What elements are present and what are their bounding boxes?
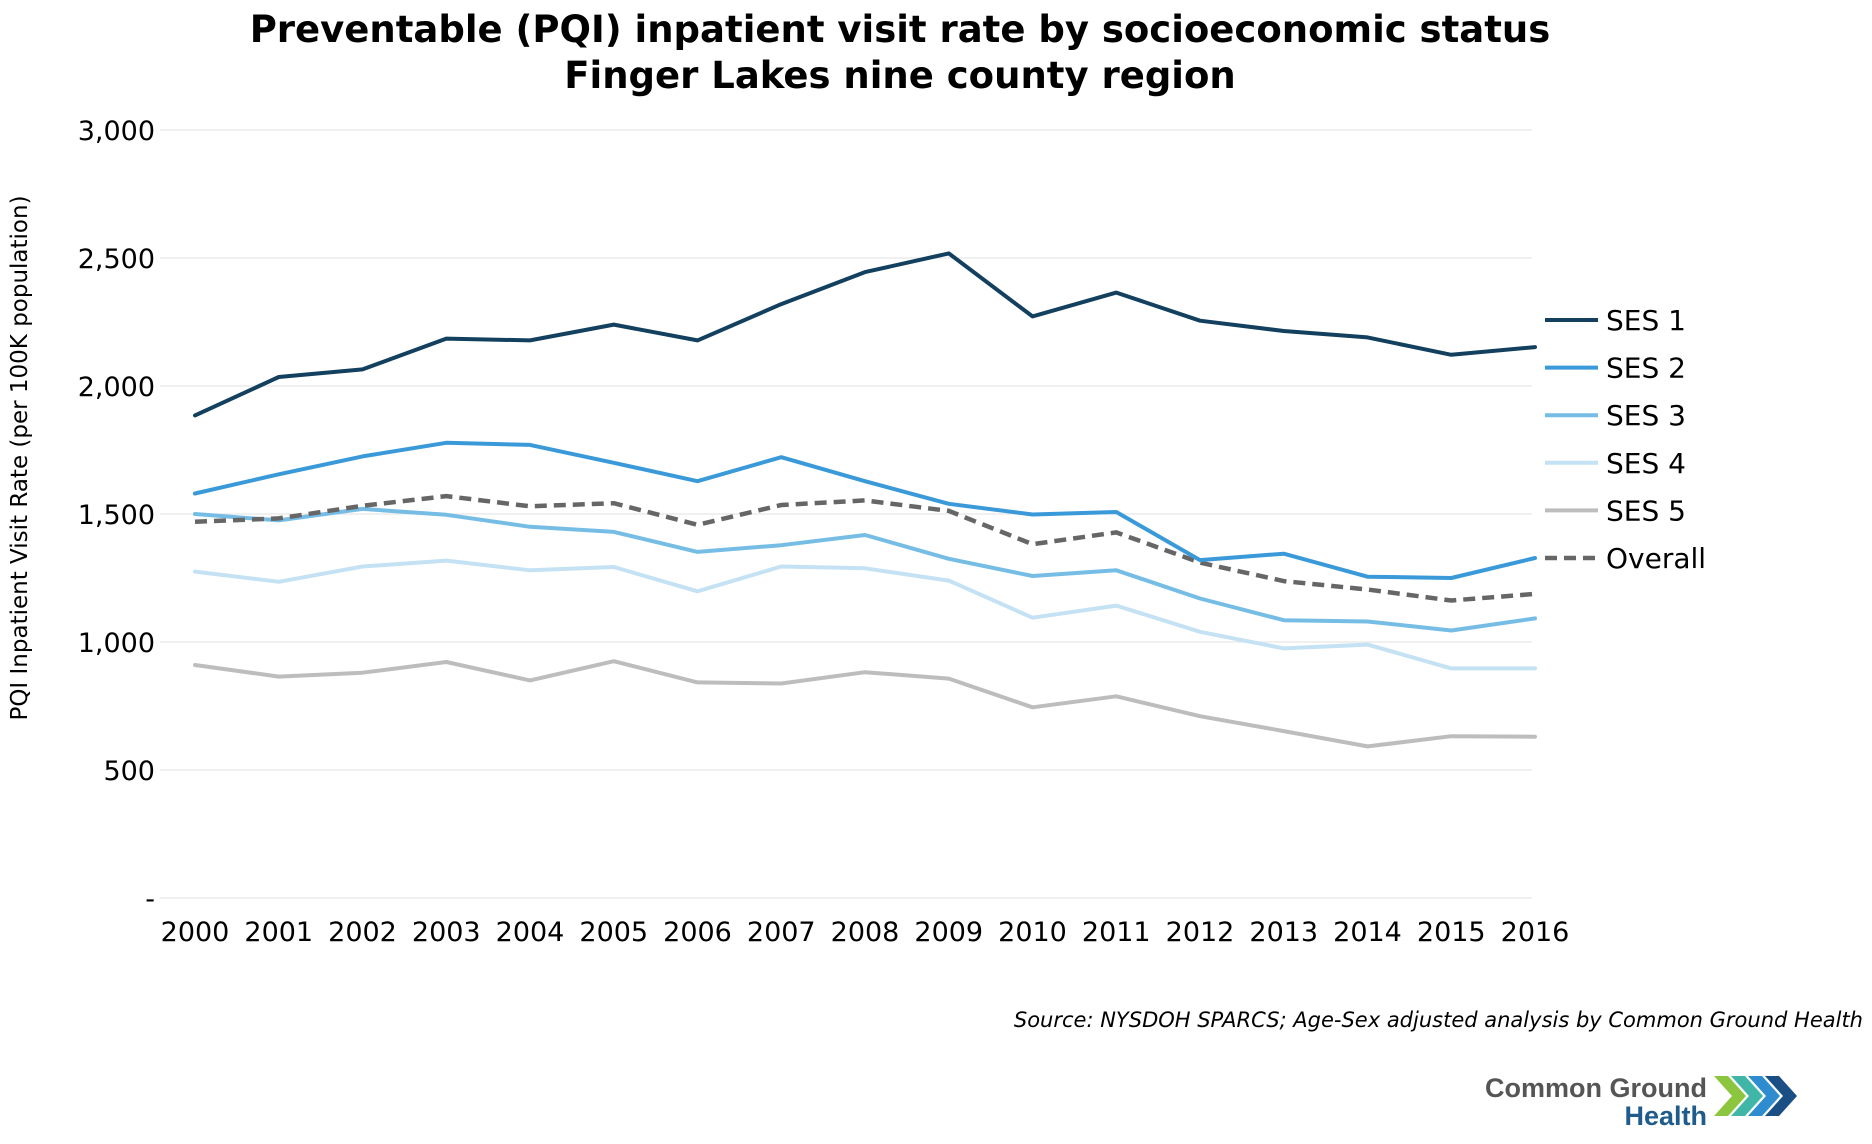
x-tick-label: 2011 bbox=[1082, 917, 1151, 948]
x-tick-label: 2010 bbox=[998, 917, 1067, 948]
chart-title: Preventable (PQI) inpatient visit rate b… bbox=[250, 8, 1551, 51]
x-tick-label: 2012 bbox=[1166, 917, 1235, 948]
x-tick-label: 2002 bbox=[328, 917, 397, 948]
y-tick-label: 2,500 bbox=[78, 244, 155, 275]
x-tick-label: 2004 bbox=[496, 917, 565, 948]
logo-text-line1: Common Ground bbox=[1485, 1073, 1707, 1103]
y-tick-label: 3,000 bbox=[78, 116, 155, 147]
x-tick-label: 2013 bbox=[1249, 917, 1318, 948]
y-tick-label: 2,000 bbox=[78, 372, 155, 403]
logo-chevron bbox=[1731, 1076, 1763, 1116]
legend: SES 1 SES 2 SES 3 SES 4 SES 5 Overall bbox=[1545, 304, 1706, 575]
series-lines bbox=[193, 251, 1537, 749]
logo-chevrons-icon bbox=[1714, 1076, 1797, 1116]
series-line-ses-2 bbox=[193, 440, 1537, 580]
x-tick-label: 2000 bbox=[161, 917, 230, 948]
series-line-ses-4 bbox=[193, 558, 1537, 671]
logo-chevron bbox=[1748, 1076, 1780, 1116]
x-tick-label: 2007 bbox=[747, 917, 816, 948]
x-tick-label: 2008 bbox=[831, 917, 900, 948]
y-axis-label: PQI Inpatient Visit Rate (per 100K popul… bbox=[7, 195, 33, 720]
common-ground-logo: Common Ground Health bbox=[1485, 1073, 1797, 1131]
logo-chevron bbox=[1714, 1076, 1746, 1116]
x-tick-label: 2006 bbox=[663, 917, 732, 948]
x-tick-label: 2009 bbox=[914, 917, 983, 948]
x-tick-label: 2005 bbox=[579, 917, 648, 948]
chart-subtitle: Finger Lakes nine county region bbox=[564, 54, 1236, 97]
y-tick-label: 500 bbox=[103, 756, 155, 787]
x-tick-label: 2001 bbox=[244, 917, 313, 948]
x-tick-label: 2003 bbox=[412, 917, 481, 948]
logo-chevron bbox=[1765, 1076, 1797, 1116]
logo-text-line2: Health bbox=[1624, 1101, 1707, 1131]
x-tick-label: 2014 bbox=[1333, 917, 1402, 948]
series-line-ses-5 bbox=[193, 659, 1537, 749]
legend-label: SES 4 bbox=[1606, 447, 1686, 480]
x-axis-ticks: 2000 2001 2002 2003 2004 2005 2006 2007 2008 2009… bbox=[161, 917, 1570, 948]
series-line-ses-3 bbox=[193, 506, 1537, 633]
y-tick-label: 1,000 bbox=[78, 628, 155, 659]
x-tick-label: 2015 bbox=[1417, 917, 1486, 948]
y-tick-label: 1,500 bbox=[78, 500, 155, 531]
legend-label: Overall bbox=[1606, 542, 1706, 575]
x-tick-label: 2016 bbox=[1501, 917, 1570, 948]
series-line-ses-1 bbox=[193, 251, 1537, 418]
legend-label: SES 2 bbox=[1606, 352, 1686, 385]
source-note: Source: NYSDOH SPARCS; Age-Sex adjusted … bbox=[1014, 1008, 1863, 1032]
y-tick-label: - bbox=[145, 884, 155, 915]
y-axis-ticks: - 500 1,000 1,500 2,000 2,500 3,000 bbox=[78, 116, 155, 915]
legend-label: SES 5 bbox=[1606, 494, 1686, 527]
legend-label: SES 3 bbox=[1606, 399, 1686, 432]
gridlines bbox=[160, 129, 1532, 899]
legend-label: SES 1 bbox=[1606, 304, 1686, 337]
